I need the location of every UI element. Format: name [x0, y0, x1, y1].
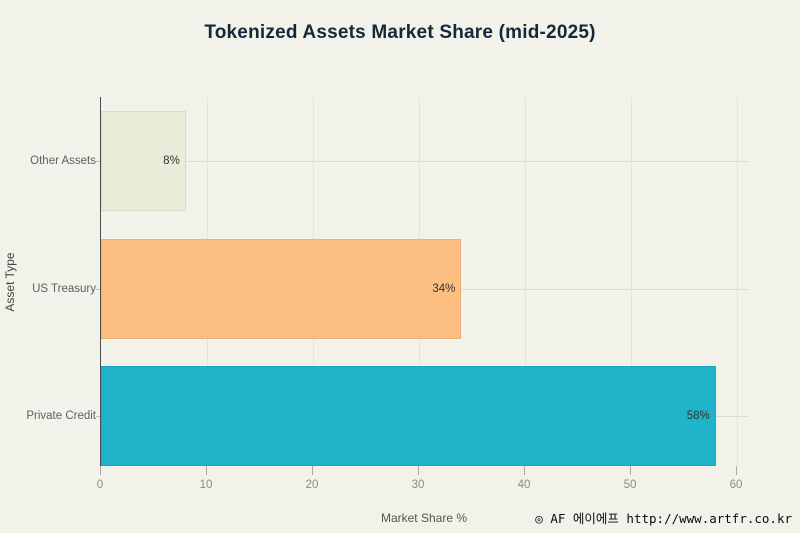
x-tick-mark	[312, 466, 313, 475]
horizontal-gridline	[101, 161, 749, 162]
bar-other-assets[interactable]: 8%	[101, 111, 186, 211]
plot-area: 8% 34% 58%	[100, 97, 749, 466]
x-tick-mark	[736, 466, 737, 475]
bar-value-label: 34%	[432, 282, 456, 295]
x-tick-label: 20	[305, 479, 319, 491]
vertical-gridline	[631, 97, 632, 466]
y-tick-mark	[96, 161, 100, 162]
category-label-other-assets: Other Assets	[30, 155, 96, 167]
y-tick-mark	[96, 288, 100, 290]
x-tick-mark	[630, 466, 631, 475]
x-tick-label: 50	[623, 479, 637, 491]
chart-title: Tokenized Assets Market Share (mid-2025)	[204, 22, 596, 43]
x-tick-label: 0	[96, 479, 104, 491]
x-axis-title: Market Share %	[380, 511, 468, 525]
x-tick-mark	[100, 466, 101, 475]
bar-private-credit[interactable]: 58%	[101, 366, 716, 466]
bar-value-label: 8%	[163, 155, 180, 167]
x-tick-mark	[524, 466, 525, 475]
vertical-gridline	[525, 97, 526, 466]
x-tick-label: 40	[517, 479, 531, 491]
x-tick-mark	[206, 466, 207, 475]
y-tick-mark	[96, 416, 100, 417]
category-label-us-treasury: US Treasury	[32, 282, 96, 295]
bar-us-treasury[interactable]: 34%	[101, 238, 462, 339]
watermark: ◎ AF 에이에프 http://www.artfr.co.kr	[535, 511, 792, 526]
vertical-gridline	[737, 97, 738, 466]
bar-value-label: 58%	[686, 410, 710, 422]
x-tick-label: 10	[199, 479, 213, 491]
x-tick-label: 30	[411, 479, 425, 491]
x-tick-mark	[418, 466, 419, 475]
category-label-private-credit: Private Credit	[26, 410, 96, 422]
x-tick-label: 60	[729, 479, 743, 491]
